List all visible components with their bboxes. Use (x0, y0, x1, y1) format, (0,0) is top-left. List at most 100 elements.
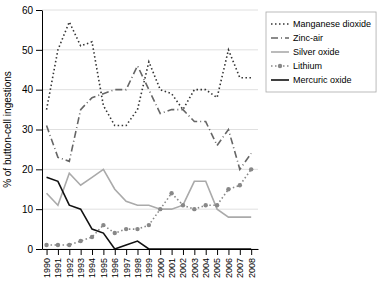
marker (158, 207, 162, 211)
x-tick-label: 1995 (99, 258, 109, 278)
grid-line (42, 169, 258, 170)
y-tick: 0 (27, 244, 42, 255)
x-tick: 2002 (178, 249, 188, 278)
x-tick-label: 1999 (144, 258, 154, 278)
legend-frame (266, 12, 376, 92)
plot: 1990199119921993199419951996199719981999… (22, 5, 259, 278)
marker (147, 223, 151, 227)
x-tick: 1997 (122, 249, 132, 278)
x-tick-mark (126, 249, 127, 255)
legend-swatch (271, 23, 289, 25)
x-tick-mark (172, 249, 173, 255)
grid-line (42, 89, 258, 90)
marker (101, 223, 105, 227)
y-tick-mark (36, 169, 42, 170)
marker (238, 183, 242, 187)
x-tick: 2007 (235, 249, 245, 278)
x-axis: 1990199119921993199419951996199719981999… (42, 249, 259, 278)
chart: 1990199119921993199419951996199719981999… (0, 0, 380, 287)
y-tick-mark (36, 209, 42, 210)
x-tick: 2003 (190, 249, 200, 278)
legend-item: Zinc-air (271, 33, 323, 43)
x-tick: 2000 (156, 249, 166, 278)
chart-container: 1990199119921993199419951996199719981999… (0, 0, 380, 287)
legend-swatch (271, 51, 289, 53)
marker (44, 243, 48, 247)
x-tick-label: 2005 (212, 258, 222, 278)
x-tick: 2001 (167, 249, 177, 278)
x-tick-label: 1998 (133, 258, 143, 278)
x-tick-mark (69, 249, 70, 255)
x-tick: 2005 (212, 249, 222, 278)
legend-item: Manganese dioxide (271, 19, 371, 29)
y-tick-label: 40 (22, 84, 34, 95)
x-tick-label: 2002 (178, 258, 188, 278)
y-tick-label: 30 (22, 124, 34, 135)
series-line (47, 169, 252, 217)
y-tick-mark (36, 90, 42, 91)
x-tick: 1998 (133, 249, 143, 278)
x-tick-mark (103, 249, 104, 255)
legend-swatch (271, 37, 289, 39)
marker (181, 203, 185, 207)
x-tick: 1992 (65, 249, 75, 278)
x-tick: 1999 (144, 249, 154, 278)
y-axis-line (42, 11, 43, 250)
y-tick: 50 (22, 45, 42, 56)
x-tick-mark (251, 249, 252, 255)
y-tick: 30 (22, 124, 42, 135)
grid (42, 10, 258, 249)
legend: Manganese dioxideZinc-airSilver oxideLit… (266, 12, 376, 92)
series-line (47, 66, 252, 170)
marker (226, 187, 230, 191)
x-tick-label: 2003 (190, 258, 200, 278)
marker (169, 191, 173, 195)
y-tick-mark (36, 130, 42, 131)
x-tick-mark (149, 249, 150, 255)
x-tick-mark (92, 249, 93, 255)
marker (192, 207, 196, 211)
x-tick-label: 2001 (167, 258, 177, 278)
x-tick: 1996 (110, 249, 120, 278)
x-tick-label: 1990 (42, 258, 52, 278)
y-tick-mark (36, 249, 42, 250)
x-tick: 2006 (224, 249, 234, 278)
x-tick-label: 1991 (53, 258, 63, 278)
marker (249, 167, 253, 171)
x-tick: 1990 (42, 249, 52, 278)
x-tick: 2004 (201, 249, 211, 278)
legend-swatch (271, 79, 289, 81)
x-tick: 1994 (87, 249, 97, 278)
x-tick-label: 2000 (156, 258, 166, 278)
legend-label: Silver oxide (293, 47, 340, 57)
marker (124, 227, 128, 231)
x-tick-mark (206, 249, 207, 255)
x-tick-label: 2008 (247, 258, 257, 278)
legend-label: Mercuric oxide (293, 75, 352, 85)
x-tick-label: 1993 (76, 258, 86, 278)
y-tick-label: 50 (22, 45, 34, 56)
x-tick-mark (115, 249, 116, 255)
grid-line (42, 49, 258, 50)
legend-item: Silver oxide (271, 47, 340, 57)
y-tick-mark (36, 10, 42, 11)
y-tick: 60 (22, 5, 42, 16)
marker (67, 243, 71, 247)
x-tick-mark (194, 249, 195, 255)
x-tick: 1995 (99, 249, 109, 278)
x-tick-mark (58, 249, 59, 255)
x-tick-mark (47, 249, 48, 255)
x-tick-label: 1996 (110, 258, 120, 278)
series-line (47, 177, 252, 249)
x-tick: 2008 (247, 249, 257, 278)
legend-item: Mercuric oxide (271, 75, 352, 85)
x-tick-label: 1994 (87, 258, 97, 278)
legend-label: Zinc-air (293, 33, 323, 43)
y-tick: 20 (22, 164, 42, 175)
x-tick: 1991 (53, 249, 63, 278)
x-tick-label: 1997 (122, 258, 132, 278)
x-tick-label: 2004 (201, 258, 211, 278)
marker (90, 235, 94, 239)
legend-label: Manganese dioxide (293, 19, 371, 29)
series-line (47, 22, 252, 126)
